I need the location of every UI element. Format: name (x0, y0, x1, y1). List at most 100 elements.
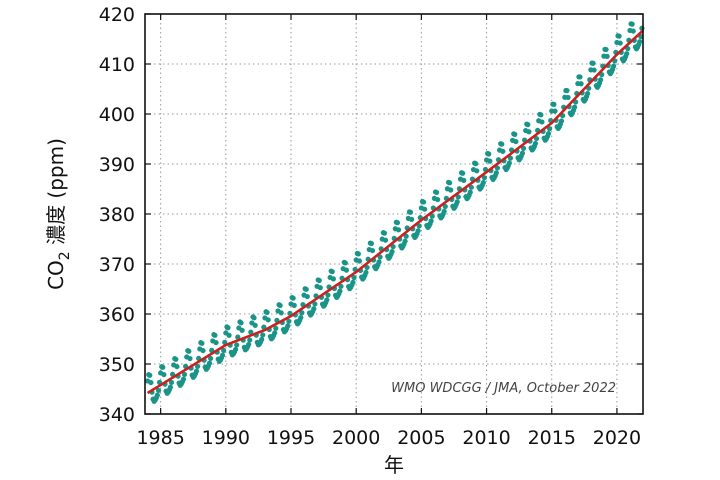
data-point (174, 363, 180, 370)
data-point (598, 77, 604, 83)
data-point (303, 286, 309, 292)
data-point (577, 74, 583, 80)
data-point (473, 161, 479, 167)
data-point (286, 318, 292, 324)
data-point (571, 104, 578, 110)
data-point (447, 180, 453, 186)
data-point (617, 40, 623, 46)
data-point (364, 264, 370, 271)
data-point (603, 46, 609, 53)
data-point (265, 317, 271, 323)
data-point (545, 131, 552, 137)
data-point (234, 342, 240, 348)
data-point (181, 371, 188, 378)
data-point (173, 356, 179, 362)
data-point (539, 119, 545, 125)
data-point (148, 379, 154, 386)
x-tick-label: 2005 (397, 427, 445, 449)
data-point (487, 158, 493, 164)
data-point (155, 387, 162, 394)
y-axis-label: CO2 濃度 (ppm) (44, 138, 73, 290)
data-point (235, 334, 241, 340)
x-tick-label: 1990 (202, 427, 250, 449)
data-point (154, 392, 160, 398)
data-point (356, 258, 363, 264)
data-source-annotation: WMO WDCGG / JMA, October 2022 (391, 381, 616, 396)
data-point (519, 150, 526, 156)
data-point (604, 53, 610, 59)
data-point (212, 332, 218, 338)
y-axis-ticks: 340 350 360 370 380 390 400 410 420 (99, 4, 643, 426)
data-point (330, 276, 336, 282)
data-point (513, 138, 519, 145)
data-point (429, 213, 435, 219)
data-point (520, 145, 527, 151)
y-tick-label: 350 (99, 354, 135, 376)
data-point (616, 33, 622, 39)
x-axis-label: 年 (384, 453, 404, 477)
data-point (428, 218, 434, 224)
data-point (565, 94, 571, 101)
data-point (441, 208, 447, 215)
data-point (199, 340, 205, 346)
data-point (368, 240, 374, 247)
data-point (454, 199, 460, 205)
data-point (272, 330, 278, 336)
data-point (290, 295, 296, 301)
data-point (590, 60, 596, 66)
data-point (467, 189, 473, 195)
data-point (329, 269, 335, 275)
data-point (533, 135, 540, 142)
data-point (460, 170, 466, 176)
data-point (420, 199, 427, 205)
data-point (578, 81, 584, 87)
data-point (390, 244, 396, 250)
data-point (264, 309, 270, 316)
data-point (591, 67, 597, 73)
data-point (160, 364, 166, 370)
data-point (512, 131, 518, 137)
data-point (415, 228, 421, 234)
data-point (629, 21, 635, 27)
trend-line (146, 29, 644, 395)
data-point (337, 288, 343, 294)
data-point (221, 347, 227, 354)
data-point (369, 247, 376, 254)
data-point (167, 384, 174, 390)
data-point (500, 148, 506, 154)
data-point (186, 348, 192, 354)
plot-frame (144, 13, 644, 415)
data-point (317, 285, 323, 291)
data-point (637, 39, 643, 45)
data-point (481, 175, 487, 181)
data-point (226, 332, 232, 338)
data-point (546, 126, 553, 132)
data-point (351, 274, 357, 281)
grid-lines (145, 14, 643, 414)
data-point (325, 292, 331, 298)
data-point (532, 140, 539, 147)
data-point (507, 155, 514, 161)
data-point (324, 297, 330, 303)
y-tick-label: 360 (99, 304, 135, 326)
data-point (382, 237, 389, 243)
data-point (311, 306, 317, 312)
data-point (193, 368, 200, 374)
data-point (455, 194, 461, 200)
data-point (376, 259, 382, 265)
data-point (407, 209, 414, 215)
data-point (584, 90, 591, 97)
data-point (291, 302, 297, 308)
y-tick-label: 340 (99, 404, 135, 426)
trend-line-series (146, 29, 644, 395)
data-point (304, 293, 310, 300)
data-point (238, 320, 244, 326)
data-point (433, 189, 440, 196)
data-point (442, 203, 448, 210)
data-point (526, 129, 532, 135)
data-point (416, 223, 422, 229)
data-point (355, 251, 361, 257)
data-point (180, 376, 187, 382)
data-point (246, 341, 252, 348)
y-tick-label: 370 (99, 254, 135, 276)
